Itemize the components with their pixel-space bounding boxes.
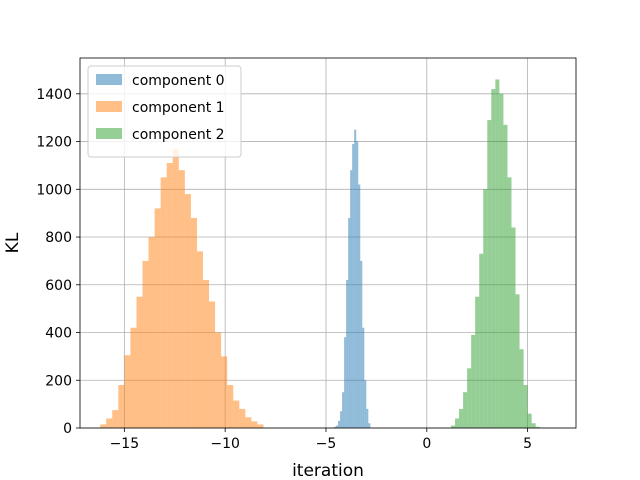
legend-swatch: [96, 128, 122, 139]
plot-frame: [79, 57, 577, 429]
histogram-bar: [342, 392, 345, 428]
histogram-bar: [503, 124, 508, 428]
histogram-bar: [463, 392, 468, 428]
histogram-bar: [354, 129, 357, 428]
histogram-bar: [491, 89, 496, 428]
y-tick-label: 1400: [36, 87, 72, 103]
x-tick-label: −5: [316, 436, 337, 452]
histogram-bar: [348, 217, 351, 428]
histogram-bars: [100, 79, 540, 429]
histogram-bar: [471, 334, 476, 428]
histogram-bar: [196, 251, 203, 428]
y-tick-label: 800: [45, 230, 72, 246]
y-axis-label: KL: [3, 232, 23, 253]
histogram-bar: [346, 280, 349, 428]
histogram-bar: [507, 177, 512, 428]
legend-label: component 0: [132, 73, 225, 89]
legend-swatch: [96, 74, 122, 85]
histogram-bar: [245, 417, 252, 428]
histogram-bar: [338, 420, 341, 428]
histogram-bar: [459, 408, 464, 428]
histogram-bar: [239, 408, 246, 428]
axis-ticks: −15 −10 −5 0 5 0 200 400 600 800 1000 1200 1400: [36, 87, 532, 452]
y-tick-label: 0: [63, 421, 72, 437]
histogram-bar: [527, 413, 532, 428]
histogram-bar: [215, 332, 222, 428]
histogram-bar: [360, 260, 363, 428]
series-0-bars: [334, 129, 371, 428]
histogram-bar: [350, 170, 353, 428]
histogram-bar: [515, 294, 520, 428]
histogram-bar: [227, 385, 234, 428]
histogram-bar: [154, 208, 161, 428]
histogram-bar: [190, 217, 197, 428]
histogram-bar: [358, 184, 361, 428]
histogram-bar: [531, 423, 536, 428]
x-tick-label: 5: [523, 436, 532, 452]
histogram-bar: [112, 410, 119, 428]
series-2-bars: [450, 79, 540, 428]
histogram-bar: [148, 237, 155, 428]
histogram-bar: [495, 79, 500, 428]
histogram-bar: [160, 177, 167, 428]
histogram-bar: [184, 194, 191, 428]
histogram-bar: [142, 260, 149, 428]
histogram-bar: [475, 296, 480, 428]
x-tick-label: −15: [110, 436, 140, 452]
histogram-bar: [467, 368, 472, 428]
legend-label: component 2: [132, 127, 225, 143]
legend: component 0 component 1 component 2: [87, 65, 242, 158]
y-tick-label: 1000: [36, 182, 72, 198]
histogram-bar: [178, 170, 185, 428]
histogram-bar: [136, 296, 143, 428]
histogram-bar: [366, 408, 369, 428]
histogram-bar: [257, 424, 264, 428]
histogram-bar: [479, 253, 484, 428]
legend-box: [87, 65, 242, 158]
histogram-bar: [334, 426, 337, 428]
y-tick-label: 1200: [36, 135, 72, 151]
histogram-bar: [340, 411, 343, 428]
histogram-bar: [344, 337, 347, 428]
histogram-bar: [336, 425, 339, 428]
histogram-bar: [535, 426, 540, 428]
histogram-bar: [106, 418, 113, 428]
histogram-bar: [124, 355, 131, 428]
histogram-bar: [364, 380, 367, 428]
histogram-bar: [362, 327, 365, 428]
histogram-bar: [483, 189, 488, 428]
histogram-bar: [519, 349, 524, 428]
histogram-bar: [221, 356, 228, 428]
histogram-bar: [368, 423, 371, 428]
histogram-bar: [352, 143, 355, 428]
x-tick-label: −10: [210, 436, 240, 452]
histogram-bar: [487, 120, 492, 428]
histogram-bar: [499, 93, 504, 428]
histogram-bar: [118, 385, 125, 428]
histogram-bar: [209, 301, 216, 428]
histogram-bar: [455, 418, 460, 428]
x-tick-label: 0: [422, 436, 431, 452]
histogram-bar: [356, 141, 359, 428]
histogram-bar: [130, 327, 137, 428]
histogram-bar: [233, 400, 240, 428]
legend-swatch: [96, 101, 122, 112]
histogram-bar: [523, 385, 528, 428]
x-axis-label: iteration: [292, 461, 364, 480]
histogram-bar: [166, 163, 173, 428]
histogram-bar: [511, 227, 516, 428]
histogram-bar: [251, 421, 258, 428]
histogram-bar: [450, 425, 456, 428]
histogram-bar: [202, 280, 210, 428]
y-tick-label: 600: [45, 278, 72, 294]
histogram-bar: [172, 148, 179, 429]
series-1-bars: [100, 148, 264, 429]
histogram-bar: [100, 424, 107, 428]
y-tick-label: 200: [45, 373, 72, 389]
legend-label: component 1: [132, 100, 225, 116]
y-tick-label: 400: [45, 326, 72, 342]
